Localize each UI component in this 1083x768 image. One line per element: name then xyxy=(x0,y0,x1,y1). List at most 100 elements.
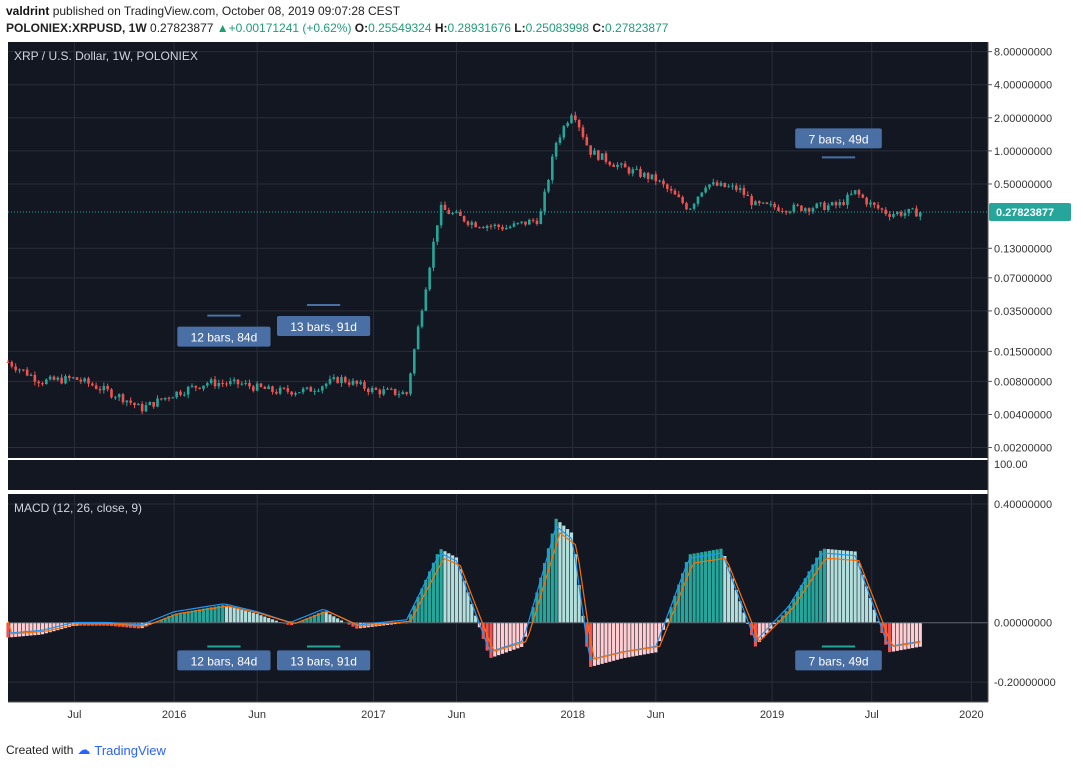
macd-histogram-bar xyxy=(17,622,22,637)
macd-histogram-bar xyxy=(313,614,317,623)
candle-body xyxy=(355,380,359,384)
macd-histogram-bar xyxy=(654,622,658,653)
candle-body xyxy=(727,186,730,188)
macd-histogram-bar xyxy=(627,622,631,658)
measure-badge[interactable] xyxy=(795,650,882,671)
candle-body xyxy=(140,403,144,412)
price-tick-label: 0.00400000 xyxy=(994,409,1052,421)
signal-line xyxy=(7,531,921,660)
candle-body xyxy=(313,391,316,393)
price-chart[interactable]: 12 bars, 84d 13 bars, 91d 7 bars, 49d 12 ba… xyxy=(0,38,1083,738)
candle-body xyxy=(344,377,347,383)
candle-body xyxy=(428,267,431,290)
macd-histogram-bar xyxy=(228,606,232,623)
macd-histogram-bar xyxy=(332,616,336,623)
candle-body xyxy=(692,203,696,209)
macd-histogram-bar xyxy=(6,622,10,638)
candle-body xyxy=(466,221,470,225)
published-text: published on TradingView.com, October 08… xyxy=(52,4,401,18)
candle-body xyxy=(186,386,190,395)
macd-histogram-bar xyxy=(888,622,892,653)
author-name[interactable]: valdrint xyxy=(6,4,50,18)
macd-histogram-bar xyxy=(719,548,723,623)
candle-body xyxy=(723,182,727,188)
candle-body xyxy=(792,204,796,212)
macd-histogram-bar xyxy=(213,606,217,623)
candle-body xyxy=(811,208,815,212)
candle-body xyxy=(386,388,389,390)
macd-histogram-bar xyxy=(700,552,704,623)
price-change: +0.00171241 (+0.62%) xyxy=(228,21,352,35)
candle-body xyxy=(41,383,44,385)
price-candles xyxy=(6,111,988,415)
macd-histogram-bar xyxy=(44,622,48,634)
macd-histogram-bar xyxy=(320,611,324,623)
macd-histogram-bar xyxy=(48,622,52,633)
macd-histogram-bar xyxy=(569,532,574,623)
macd-histogram-bar xyxy=(796,591,800,623)
candle-body xyxy=(501,226,504,230)
macd-histogram-bar xyxy=(489,622,493,658)
candle-body xyxy=(236,379,240,385)
candle-body xyxy=(918,212,922,217)
macd-histogram-bar xyxy=(757,622,761,643)
measure-badge[interactable] xyxy=(177,326,271,347)
candle-body xyxy=(363,382,366,389)
candle-body xyxy=(271,386,274,392)
macd-histogram-bar xyxy=(474,615,478,623)
time-tick-label: 2019 xyxy=(760,709,784,721)
candle-body xyxy=(25,369,29,376)
candle-body xyxy=(133,402,136,406)
candle-body xyxy=(711,182,715,185)
candle-body xyxy=(524,221,527,225)
measure-annotations[interactable]: 12 bars, 84d 13 bars, 91d 7 bars, 49d 12 ba… xyxy=(177,128,882,671)
macd-histogram-bar xyxy=(742,612,746,623)
macd-histogram-bar xyxy=(190,610,194,623)
macd-histogram-bar xyxy=(803,578,807,623)
candle-body xyxy=(390,388,393,390)
time-tick-label: Jun xyxy=(448,709,466,721)
macd-histogram-bar xyxy=(819,550,823,623)
measure-badge-label: 7 bars, 49d xyxy=(808,654,868,668)
candle-body xyxy=(635,168,638,170)
main-pane-background[interactable] xyxy=(8,42,988,458)
macd-histogram-bar xyxy=(853,551,857,623)
measure-badge[interactable] xyxy=(276,650,371,671)
macd-histogram-bar xyxy=(29,622,33,636)
candle-body xyxy=(650,174,654,179)
macd-histogram-bar xyxy=(638,622,643,656)
measure-badge[interactable] xyxy=(795,128,882,149)
candle-body xyxy=(240,383,244,385)
macd-histogram-bar xyxy=(711,550,715,623)
macd-histogram-bar xyxy=(408,614,413,623)
macd-histogram-bar xyxy=(140,622,144,629)
measure-badge[interactable] xyxy=(276,315,371,336)
price-tick-label: 0.13000000 xyxy=(994,243,1052,255)
tradingview-link[interactable]: TradingView xyxy=(94,742,166,758)
time-tick-label: 2017 xyxy=(361,709,385,721)
candle-body xyxy=(436,225,439,242)
macd-histogram-bar xyxy=(842,550,846,623)
macd-histogram-bar xyxy=(247,611,252,623)
candle-body xyxy=(539,211,543,225)
candle-body xyxy=(872,202,876,205)
macd-histogram-bar xyxy=(554,518,558,623)
candle-body xyxy=(301,388,305,393)
macd-histogram-bar xyxy=(236,608,240,623)
candle-body xyxy=(110,389,113,398)
price-tick-label: 0.50000000 xyxy=(994,179,1052,191)
price-tick-label: 0.07000000 xyxy=(994,273,1052,285)
candle-body xyxy=(217,383,221,387)
measure-badge-label: 13 bars, 91d xyxy=(290,320,357,334)
macd-histogram-bar xyxy=(224,605,229,623)
candle-body xyxy=(577,119,581,128)
chart-title: XRP / U.S. Dollar, 1W, POLONIEX xyxy=(14,49,198,63)
time-tick-label: 2018 xyxy=(561,709,585,721)
macd-histogram-bar xyxy=(750,622,754,636)
macd-histogram-bar xyxy=(481,622,485,639)
measure-badge[interactable] xyxy=(177,650,271,671)
macd-histogram-bar xyxy=(263,616,267,623)
candle-body xyxy=(612,164,615,167)
macd-histogram-bar xyxy=(33,622,37,636)
candle-body xyxy=(700,192,704,197)
